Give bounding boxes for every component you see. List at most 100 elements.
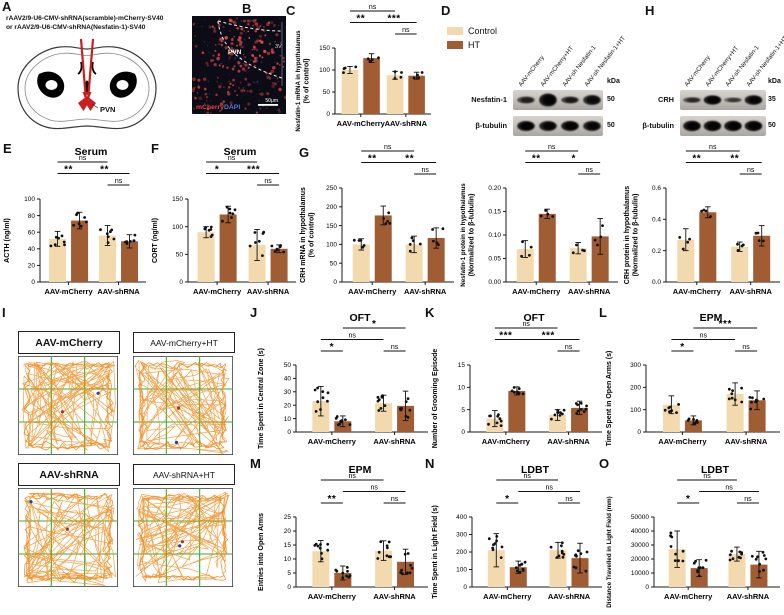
end-marker — [29, 500, 33, 504]
error-bars — [54, 211, 133, 249]
y-axis-label: Nesfatin-1 mRNA in hypothalamus — [295, 30, 302, 132]
error-bars — [522, 208, 603, 259]
y-tick-label: 0 — [326, 111, 330, 118]
trace-header-aav-mcherry: AAV-mCherry — [18, 331, 120, 354]
western-blot-crh: AAV-mCherry AAV-mCherry+HT AAV-sh Nesfatin… — [620, 2, 784, 142]
chart-ldbt-light-distance: LDBT Distance Travelled in Light Field (m… — [604, 460, 782, 613]
chart-title: LDBT — [521, 464, 550, 476]
svg-text:AAV-mCherry: AAV-mCherry — [483, 592, 532, 601]
x-group-labels: AAV-mCherry AAV-shRNA — [308, 592, 417, 601]
svg-text:ns: ns — [565, 344, 573, 351]
legend-swatch-control — [447, 27, 463, 35]
significance-brackets: *** ns * ns — [671, 319, 758, 353]
y-tick-label: 40 — [28, 246, 36, 253]
data-points — [487, 535, 589, 574]
bar-chart-svg: OFT Time Spent in Central Zone (s) 0 10 20 30… — [258, 312, 428, 449]
blot-protein-label: β-tubulin — [475, 121, 507, 130]
y-axis-label: (% of control) — [304, 58, 311, 103]
trace-svg — [18, 488, 118, 587]
movement-trace — [135, 491, 230, 583]
blot-band-row — [680, 116, 766, 136]
y-tick-label: 150 — [326, 223, 337, 230]
y-axis-label: Entries into Open Arms — [258, 513, 265, 591]
y-tick-label: 40000 — [631, 528, 649, 535]
chart-crh-protein: CRH protein in hypothalamus (Normalized t… — [622, 142, 782, 308]
significance-brackets: ns ns * ns — [496, 473, 581, 505]
mcherry-label: mCherry — [196, 104, 224, 111]
ventricle-left — [77, 61, 83, 75]
y-tick-label: 60 — [28, 229, 36, 236]
y-tick-label: 5 — [287, 570, 291, 577]
panel-label-M: M — [250, 456, 261, 471]
y-tick-label: 0.0 — [652, 279, 661, 286]
bar-chart-svg: OFT Number of Grooming Episode 0 5 10 15 ns ***… — [432, 312, 602, 448]
western-blot-nesfatin1: Control HT AAV-mCherry AAV-mCherry+HT AAV-… — [435, 2, 627, 142]
svg-text:AAV-mCherry: AAV-mCherry — [308, 592, 357, 601]
y-axis-label: Nesfatin-1 protein in hypothalamus — [460, 183, 467, 287]
pvn-pointer-line — [91, 103, 99, 109]
svg-text:AAV-shRNA: AAV-shRNA — [373, 437, 416, 446]
svg-text:ns: ns — [747, 167, 755, 174]
y-tick-label: 50 — [330, 260, 338, 267]
y-tick-label: 0.2 — [652, 248, 661, 255]
svg-text:AAV-shRNA: AAV-shRNA — [97, 287, 140, 296]
y-tick-label: 400 — [456, 514, 467, 521]
third-ventricle-label: 3V — [275, 44, 282, 50]
error-bars — [358, 205, 439, 254]
movement-trace — [23, 492, 116, 586]
svg-text:**: ** — [327, 494, 336, 505]
y-tick-label: 50 — [176, 252, 184, 259]
svg-text:*: * — [372, 319, 376, 330]
svg-text:**: ** — [532, 154, 541, 165]
y-axis-label: CRH mRNA in hypothalamus — [300, 187, 307, 283]
y-tick-label: 80 — [28, 213, 36, 220]
bar-chart-svg: CRH protein in hypothalamus (Normalized t… — [624, 144, 780, 296]
movement-trace — [134, 359, 230, 455]
y-tick-label: 0 — [287, 429, 291, 436]
svg-text:AAV-mCherry: AAV-mCherry — [308, 437, 357, 446]
chart-crh-mrna: CRH mRNA in hypothalamus (% of control) 0 5… — [298, 142, 456, 308]
bars — [352, 215, 445, 282]
error-bars — [203, 205, 282, 261]
y-axis-label: CORT (ng/ml) — [152, 218, 159, 263]
y-tick-label: 200 — [630, 385, 641, 392]
svg-text:ns: ns — [565, 496, 573, 503]
svg-text:ns: ns — [391, 496, 399, 503]
y-tick-label: 150 — [172, 196, 183, 203]
chart-nesfatin1-protein: Nesfatin-1 protein in hypothalamus (Norma… — [458, 142, 620, 308]
striatum-left-core — [45, 80, 58, 90]
blot-strip — [513, 90, 603, 110]
error-bars — [493, 533, 583, 574]
error-bars — [492, 386, 583, 428]
kda-value: 35 — [768, 96, 776, 103]
y-axis-label: Distance Travelled in Light Field (mm) — [606, 496, 613, 607]
svg-text:*: * — [680, 342, 684, 353]
svg-text:*: * — [330, 342, 334, 353]
svg-text:**: ** — [64, 165, 73, 176]
svg-text:*: * — [571, 154, 575, 165]
svg-text:ns: ns — [79, 155, 87, 162]
chart-nesfatin1-mrna: Nesfatin-1 mRNA in hypothalamus (% of con… — [293, 2, 433, 140]
x-group-labels: AAV-mCherry AAV-shRNA — [658, 437, 768, 446]
end-marker — [174, 440, 179, 444]
svg-text:AAV-mCherry: AAV-mCherry — [348, 287, 397, 296]
y-tick-label: 300 — [630, 362, 641, 369]
y-tick-label: 30000 — [631, 542, 649, 549]
y-tick-label: 15 — [458, 362, 466, 369]
data-points — [669, 531, 768, 578]
legend-item-ht: HT — [447, 40, 497, 50]
trace-header-aav-shrna: AAV-shRNA — [18, 463, 120, 486]
y-tick-label: 0.00 — [488, 279, 501, 286]
injection-needle-left — [79, 38, 87, 95]
svg-text:ns: ns — [585, 167, 593, 174]
legend-swatch-ht — [447, 41, 463, 49]
svg-text:AAV-mCherry: AAV-mCherry — [512, 287, 561, 296]
svg-text:ns: ns — [264, 178, 272, 185]
panel-label-D: D — [441, 3, 451, 18]
kda-header: kDa — [768, 78, 781, 85]
svg-text:***: *** — [247, 165, 260, 176]
blot-band-row — [513, 116, 603, 136]
svg-text:AAV-mCherry: AAV-mCherry — [193, 287, 242, 296]
significance-brackets: ns****ns — [206, 155, 280, 186]
bar-chart-svg: EPM Time Spent in Open Arms (s) 0 100 200 300… — [606, 312, 780, 446]
